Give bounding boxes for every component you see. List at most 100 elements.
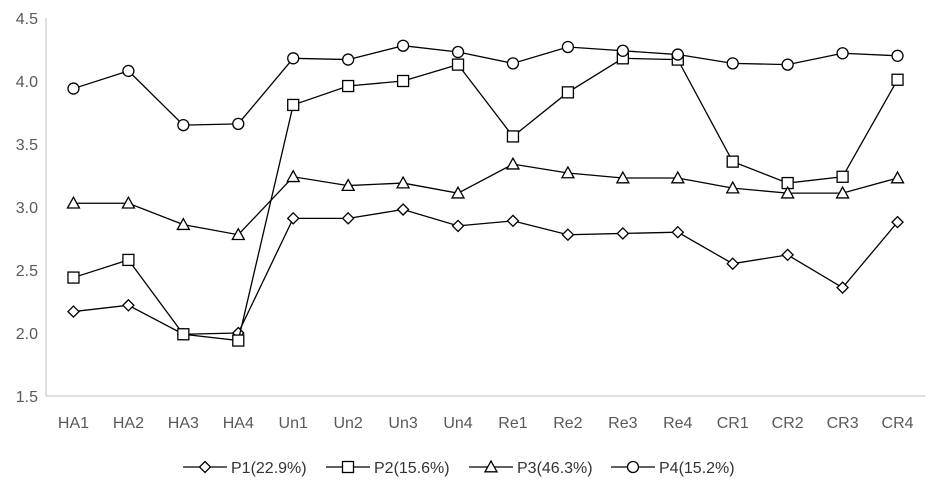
x-tick-label: Re4 [663,415,692,432]
diamond-marker [451,219,465,233]
diamond-marker [198,460,212,474]
diamond-marker [341,211,355,225]
triangle-marker [725,180,740,194]
circle-marker [177,118,190,132]
x-tick-label: Re3 [608,415,637,432]
legend-item: P3(46.3%) [469,459,593,477]
x-tick-label: CR1 [717,415,749,432]
square-marker [561,86,575,99]
y-tick-label: 1.5 [16,389,38,406]
circle-marker [561,40,575,54]
circle-marker [342,53,355,66]
x-tick-label: HA3 [168,415,199,432]
diamond-marker [121,298,135,312]
diamond-marker [506,214,520,228]
x-tick-label: Un3 [388,415,417,432]
series-diamond [67,203,904,341]
circle-marker [836,47,849,60]
x-tick-label: Un4 [443,415,472,432]
legend-label: P1(22.9%) [231,460,307,477]
x-tick-label: HA1 [58,415,89,432]
triangle-marker [615,170,630,184]
circle-marker [67,82,80,95]
triangle-marker [835,185,850,199]
diamond-marker [781,248,795,262]
y-tick-label: 4.0 [16,74,38,91]
y-tick-label: 3.0 [16,200,38,217]
square-marker [506,130,520,143]
diamond-marker [726,257,740,271]
diamond-marker [671,225,685,239]
square-marker [451,58,465,71]
y-tick-label: 3.5 [16,137,38,154]
triangle-marker [176,217,191,231]
x-tick-label: HA2 [113,415,144,432]
square-marker [67,271,80,284]
triangle-marker [560,165,576,179]
triangle-marker [121,195,136,209]
triangle-marker [505,156,521,170]
y-tick-label: 4.5 [16,11,38,28]
series-line [73,163,898,236]
square-marker [232,334,245,347]
x-tick-label: HA4 [223,415,254,432]
square-marker [836,170,849,183]
triangle-marker [231,227,246,241]
circle-marker [626,460,640,474]
square-marker [177,328,190,341]
diamond-marker [561,228,575,242]
square-marker [342,79,355,93]
legend-label: P3(46.3%) [517,460,593,477]
square-marker [396,74,410,88]
circle-marker [506,57,520,70]
x-axis-ticks: HA1 HA2 HA3 HA4 Un1 Un2 Un3 Un4 Re1 Re2 Re3 Re4 CR1 C… [58,415,914,432]
square-marker [287,98,300,112]
legend-label: P2(15.6%) [374,460,450,477]
legend-item: P2(15.6%) [326,460,450,477]
triangle-marker [395,175,411,189]
axis-lines [45,18,925,397]
legend-label: P4(15.2%) [659,460,735,477]
triangle-marker [483,459,499,473]
series-triangle [66,156,905,241]
series-circle [67,39,904,132]
square-marker [726,155,739,168]
x-tick-label: Re2 [553,415,582,432]
legend-item: P1(22.9%) [183,460,307,477]
triangle-marker [450,185,466,199]
series-line [73,208,899,335]
legend-item: P4(15.2%) [611,460,735,477]
series-layer [66,39,905,347]
legend: P1(22.9%) P2(15.6%) P3(46.3%) P4(15.2%) [183,459,735,477]
circle-marker [287,52,300,65]
triangle-marker [66,195,81,209]
diamond-marker [891,215,904,229]
x-tick-label: Un2 [333,415,362,432]
circle-marker [781,58,794,71]
circle-marker [726,57,739,70]
series-square [67,52,904,347]
triangle-marker [670,170,685,184]
circle-marker [451,45,465,59]
circle-marker [891,49,904,62]
triangle-marker [890,170,905,184]
y-axis-ticks: 1.5 2.0 2.5 3.0 3.5 4.0 4.5 [16,11,38,406]
square-marker [122,253,135,267]
diamond-marker [616,227,630,240]
circle-marker [396,39,410,52]
y-tick-label: 2.0 [16,326,38,343]
triangle-marker [341,178,356,192]
series-line [73,57,899,342]
x-tick-label: Re1 [498,415,527,432]
diamond-marker [67,305,80,318]
triangle-marker [286,169,301,183]
diamond-marker [836,281,850,295]
square-marker [341,460,355,474]
series-line [73,45,898,126]
y-tick-label: 2.5 [16,263,38,280]
diamond-marker [286,211,300,225]
circle-marker [232,117,245,130]
square-marker [891,73,904,86]
